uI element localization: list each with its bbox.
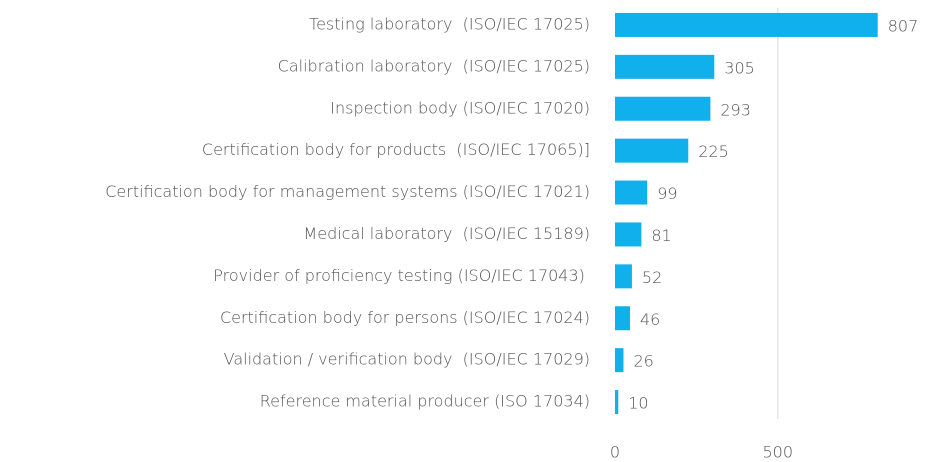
value-label: 10 [628,394,648,413]
category-label: Certification body for products (ISO/IEC… [202,140,590,159]
bar [615,264,632,289]
value-label: 99 [657,184,677,203]
bar [615,306,630,331]
category-label: Testing laboratory (ISO/IEC 17025) [309,14,590,33]
x-tick-label: 500 [763,443,794,462]
bar [615,12,878,37]
bar [615,54,715,79]
bar [615,180,648,205]
category-label: Provider of proficiency testing (ISO/IEC… [213,266,590,285]
bar [615,222,642,247]
value-label: 81 [651,226,671,245]
category-label: Certification body for management system… [105,182,590,201]
category-label: Validation / verification body (ISO/IEC … [224,350,590,369]
value-label: 26 [633,352,653,371]
category-label: Reference material producer (ISO 17034) [260,392,590,411]
bar [615,138,689,163]
value-label: 305 [724,58,755,77]
category-label: Inspection body (ISO/IEC 17020) [330,98,590,117]
value-label: 46 [640,310,660,329]
bar [615,390,619,415]
category-label: Calibration laboratory (ISO/IEC 17025) [278,56,590,75]
x-tick-label: 0 [610,443,620,462]
bar [615,348,624,373]
value-label: 807 [888,16,919,35]
value-label: 293 [720,100,751,119]
value-label: 52 [642,268,662,287]
category-label: Medical laboratory (ISO/IEC 15189) [303,224,590,243]
value-label: 225 [698,142,729,161]
category-label: Certification body for persons (ISO/IEC … [220,308,590,327]
bar [615,96,711,121]
